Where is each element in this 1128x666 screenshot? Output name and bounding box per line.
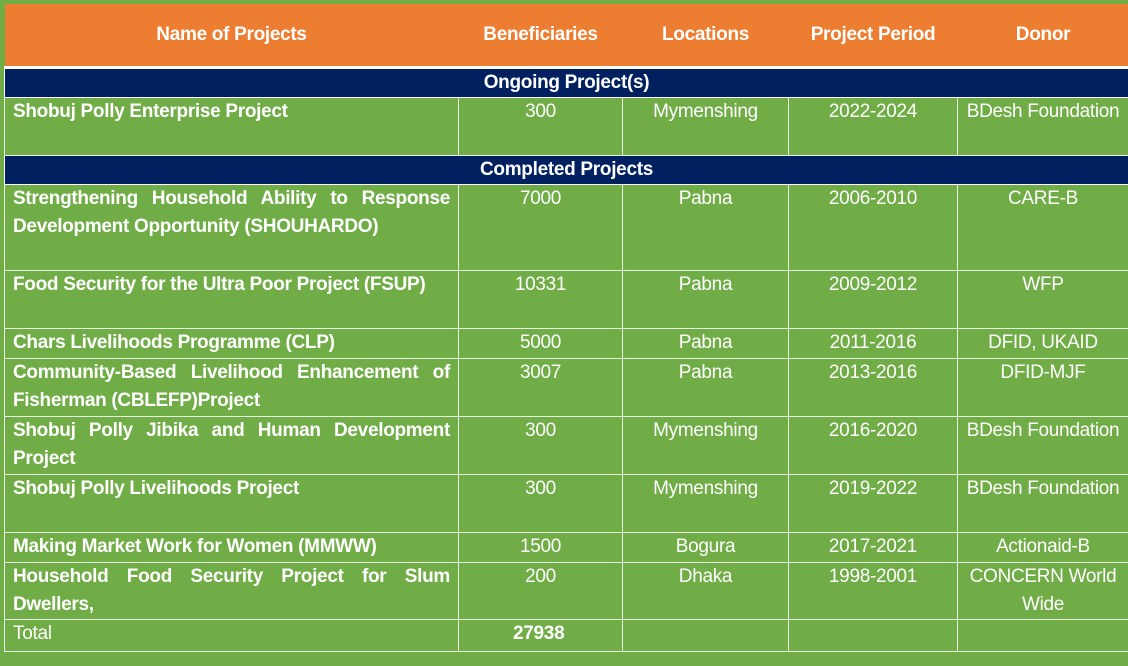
cell: 2019-2022 [788, 474, 958, 533]
cell: 5000 [458, 328, 623, 359]
projects-table: Name of Projects Beneficiaries Locations Pr… [4, 4, 1128, 652]
cell: BDesh Foundation [957, 474, 1128, 533]
cell: Bogura [622, 532, 789, 563]
empty-cell [957, 619, 1128, 652]
section-row: Completed Projects [4, 155, 1128, 185]
project-row: Community-Based Livelihood Enhancement o… [4, 358, 1128, 417]
cell: 200 [458, 562, 623, 620]
project-name: Strengthening Household Ability to Respo… [4, 184, 459, 271]
cell: 300 [458, 416, 623, 475]
section-title: Ongoing Project(s) [4, 67, 1128, 98]
cell: WFP [957, 270, 1128, 329]
cell: Dhaka [622, 562, 789, 620]
project-name: Shobuj Polly Enterprise Project [4, 97, 459, 156]
cell: Actionaid-B [957, 532, 1128, 563]
cell: BDesh Foundation [957, 97, 1128, 156]
column-header: Locations [622, 4, 789, 69]
cell: 2016-2020 [788, 416, 958, 475]
cell: 1500 [458, 532, 623, 563]
project-row: Making Market Work for Women (MMWW) 1500 B… [4, 532, 1128, 563]
project-name: Shobuj Polly Jibika and Human Developmen… [4, 416, 459, 475]
project-name: Household Food Security Project for Slum… [4, 562, 459, 620]
cell: 1998-2001 [788, 562, 958, 620]
section-title: Completed Projects [4, 155, 1128, 185]
column-header: Beneficiaries [458, 4, 623, 69]
project-name: Chars Livelihoods Programme (CLP) [4, 328, 459, 359]
cell: Pabna [622, 270, 789, 329]
cell: Mymenshing [622, 416, 789, 475]
cell: 2009-2012 [788, 270, 958, 329]
cell: 3007 [458, 358, 623, 417]
project-row: Household Food Security Project for Slum… [4, 562, 1128, 620]
project-row: Chars Livelihoods Programme (CLP) 5000 Pab… [4, 328, 1128, 359]
cell: DFID-MJF [957, 358, 1128, 417]
project-name: Community-Based Livelihood Enhancement o… [4, 358, 459, 417]
empty-cell [622, 619, 789, 652]
project-name: Food Security for the Ultra Poor Project… [4, 270, 459, 329]
cell: 2022-2024 [788, 97, 958, 156]
project-row: Food Security for the Ultra Poor Project… [4, 270, 1128, 329]
table-body: Ongoing Project(s) Shobuj Polly Enterpris… [4, 67, 1128, 652]
header-row: Name of Projects Beneficiaries Locations Pr… [4, 4, 1128, 69]
total-value: 27938 [458, 619, 623, 652]
section-row: Ongoing Project(s) [4, 67, 1128, 98]
column-header: Project Period [788, 4, 958, 69]
cell: BDesh Foundation [957, 416, 1128, 475]
project-row: Shobuj Polly Livelihoods Project 300 Mymen… [4, 474, 1128, 533]
cell: 10331 [458, 270, 623, 329]
cell: 300 [458, 97, 623, 156]
total-row: Total 27938 [4, 619, 1128, 652]
project-name: Making Market Work for Women (MMWW) [4, 532, 459, 563]
cell: DFID, UKAID [957, 328, 1128, 359]
cell: CARE-B [957, 184, 1128, 271]
column-header: Donor [957, 4, 1128, 69]
cell: 2006-2010 [788, 184, 958, 271]
project-name: Shobuj Polly Livelihoods Project [4, 474, 459, 533]
cell: 2013-2016 [788, 358, 958, 417]
cell: 2011-2016 [788, 328, 958, 359]
cell: 2017-2021 [788, 532, 958, 563]
cell: Pabna [622, 184, 789, 271]
cell: Pabna [622, 358, 789, 417]
cell: Mymenshing [622, 97, 789, 156]
column-header: Name of Projects [4, 4, 459, 69]
total-label: Total [4, 619, 459, 652]
cell: 300 [458, 474, 623, 533]
cell: 7000 [458, 184, 623, 271]
empty-cell [788, 619, 958, 652]
cell: Mymenshing [622, 474, 789, 533]
cell: Pabna [622, 328, 789, 359]
project-row: Shobuj Polly Jibika and Human Developmen… [4, 416, 1128, 475]
project-row: Strengthening Household Ability to Respo… [4, 184, 1128, 271]
project-row: Shobuj Polly Enterprise Project 300 Mymens… [4, 97, 1128, 156]
cell: CONCERN World Wide [957, 562, 1128, 620]
